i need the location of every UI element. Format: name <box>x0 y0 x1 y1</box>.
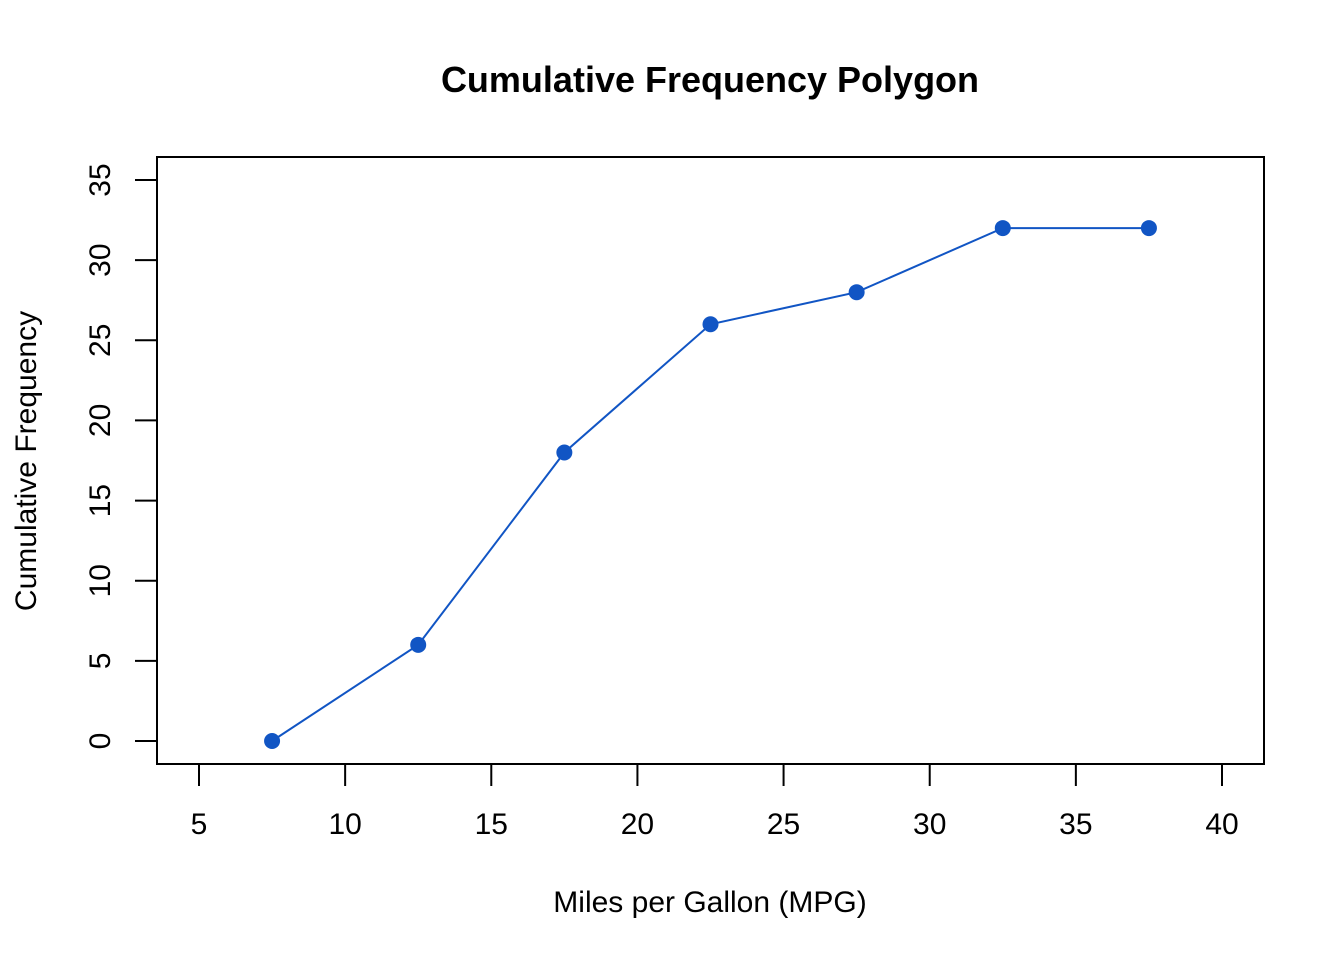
x-axis: 5 10 15 20 25 30 35 40 <box>191 763 1239 841</box>
data-point <box>264 733 281 749</box>
x-tick-label: 10 <box>328 808 361 841</box>
series-layer <box>264 220 1157 749</box>
chart-title: Cumulative Frequency Polygon <box>441 59 979 100</box>
y-tick-label: 10 <box>84 564 117 597</box>
y-tick-label: 20 <box>84 404 117 437</box>
y-axis: 0 5 10 15 20 25 30 35 <box>84 163 158 750</box>
data-point <box>556 444 573 461</box>
x-tick-label: 15 <box>475 808 508 841</box>
x-tick-label: 5 <box>191 808 208 841</box>
y-axis-label: Cumulative Frequency <box>10 311 43 611</box>
y-tick-label: 0 <box>84 733 117 750</box>
x-tick-label: 40 <box>1205 808 1238 841</box>
x-tick-label: 20 <box>621 808 654 841</box>
x-axis-label: Miles per Gallon (MPG) <box>553 886 866 919</box>
y-tick-label: 15 <box>84 484 117 517</box>
plot-frame <box>156 156 1265 765</box>
y-tick-label: 30 <box>84 243 117 276</box>
x-tick-label: 35 <box>1059 808 1092 841</box>
x-tick-label: 25 <box>767 808 800 841</box>
data-point <box>410 636 427 653</box>
data-point <box>1140 220 1157 237</box>
series-line <box>271 227 1149 742</box>
data-point <box>994 220 1011 237</box>
y-tick-label: 35 <box>84 163 117 196</box>
x-tick-label: 30 <box>913 808 946 841</box>
y-tick-label: 5 <box>84 653 117 670</box>
y-tick-label: 25 <box>84 324 117 357</box>
data-point <box>702 316 719 333</box>
data-point <box>848 284 865 301</box>
